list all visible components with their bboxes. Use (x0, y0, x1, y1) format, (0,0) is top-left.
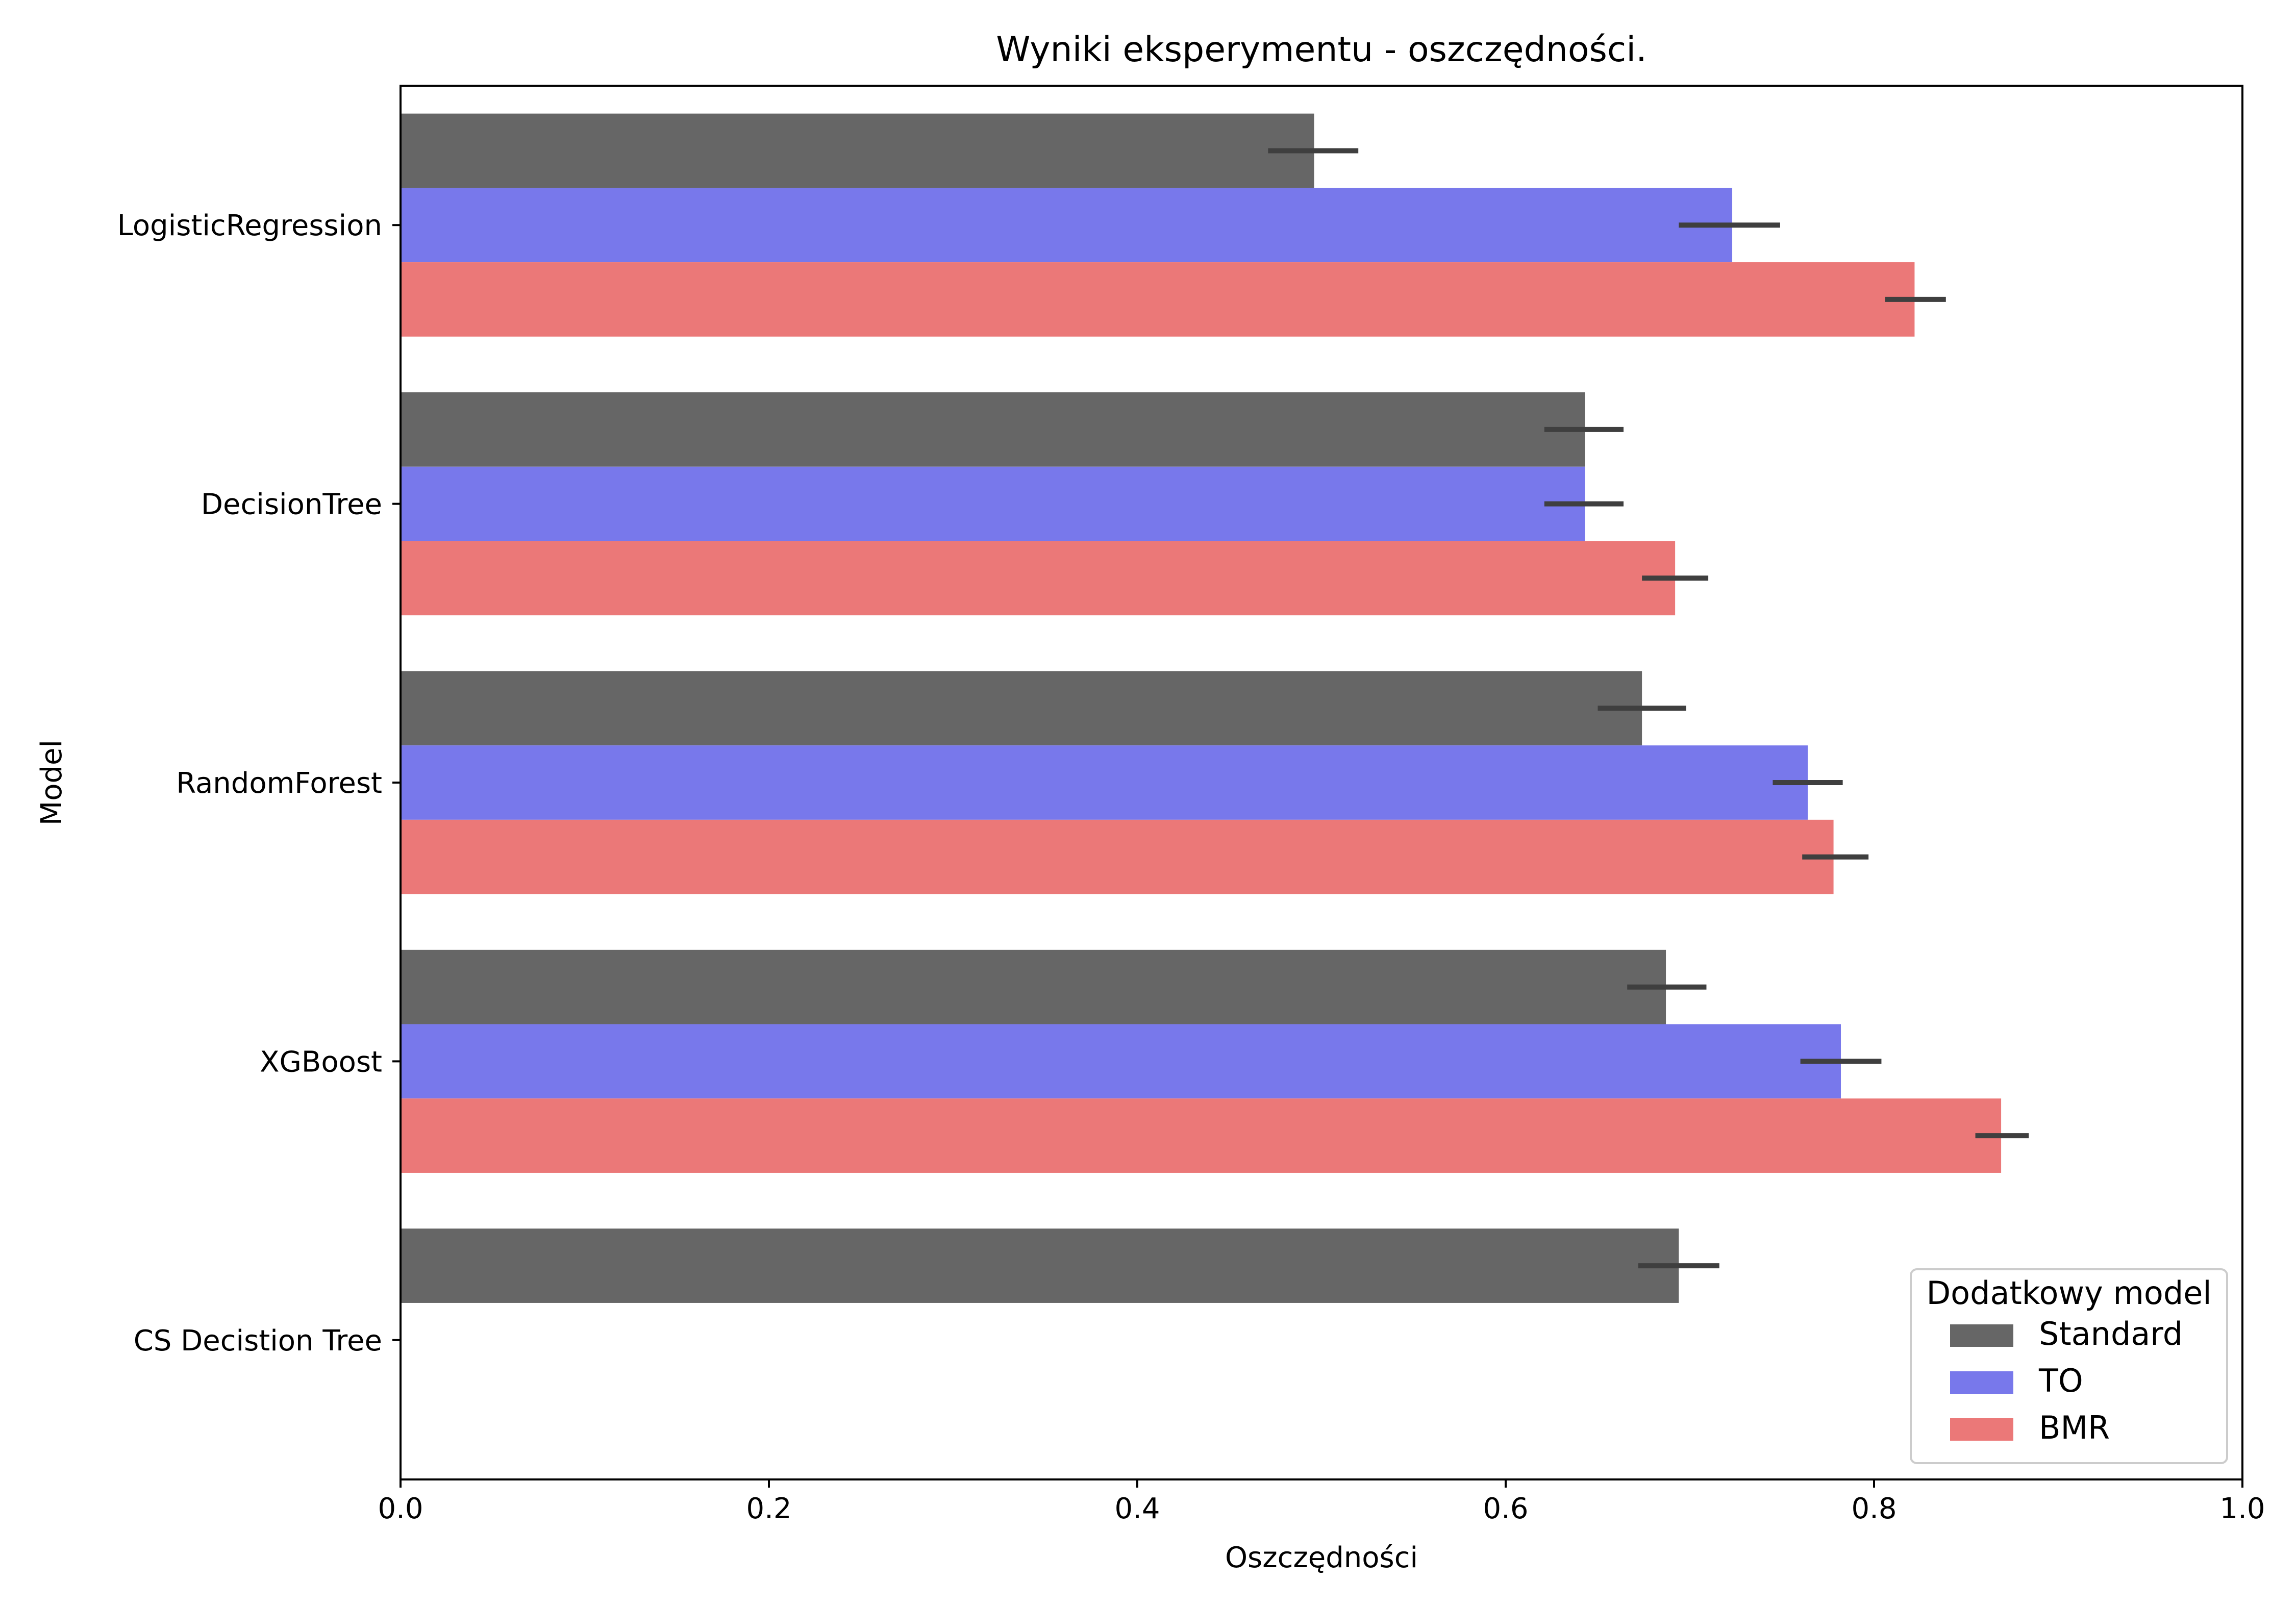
bar-standard-4 (401, 1228, 1679, 1303)
x-tick-label: 0.2 (746, 1492, 791, 1525)
x-tick-label: 0.0 (378, 1492, 423, 1525)
bar-to-1 (401, 466, 1585, 541)
error-bars-layer (1268, 148, 2029, 1269)
y-tick-label: DecisionTree (201, 488, 382, 521)
y-tick-label: XGBoost (260, 1045, 382, 1078)
x-tick-label: 1.0 (2219, 1492, 2265, 1525)
legend-swatch-to (1950, 1371, 2013, 1394)
x-tick-label: 0.6 (1483, 1492, 1528, 1525)
y-tick-label: CS Decistion Tree (134, 1324, 382, 1358)
legend-swatch-bmr (1950, 1418, 2013, 1441)
chart-title: Wyniki eksperymentu - oszczędności. (996, 30, 1647, 70)
bar-standard-3 (401, 949, 1666, 1024)
bar-standard-0 (401, 113, 1314, 188)
bar-bmr-3 (401, 1098, 2002, 1173)
bar-standard-1 (401, 392, 1585, 467)
legend-label-bmr: BMR (2039, 1409, 2110, 1446)
legend-swatch-standard (1950, 1324, 2013, 1347)
x-tick-label: 0.4 (1114, 1492, 1160, 1525)
legend-box (1910, 1268, 2228, 1464)
x-tick-label: 0.8 (1851, 1492, 1896, 1525)
x-axis-title: Oszczędności (1225, 1541, 1418, 1574)
legend-items: Standard TO BMR (1950, 1315, 2183, 1446)
y-axis: LogisticRegression DecisionTree RandomFore… (117, 209, 401, 1358)
bar-bmr-1 (401, 541, 1676, 616)
bar-bmr-0 (401, 262, 1915, 337)
y-tick-label: LogisticRegression (117, 209, 382, 242)
bar-to-3 (401, 1024, 1841, 1099)
legend: Dodatkowy model Standard TO BMR (1910, 1268, 2228, 1464)
bar-to-0 (401, 188, 1733, 263)
bar-bmr-2 (401, 819, 1834, 894)
x-axis: 0.0 0.2 0.4 0.6 0.8 1.0 (378, 1479, 2265, 1525)
legend-title: Dodatkowy model (1926, 1274, 2211, 1312)
bar-standard-2 (401, 671, 1642, 746)
legend-label-to: TO (2038, 1362, 2083, 1399)
y-axis-title: Model (35, 740, 68, 825)
legend-label-standard: Standard (2039, 1315, 2183, 1352)
y-tick-label: RandomForest (176, 767, 382, 800)
bars-layer (401, 113, 2002, 1303)
bar-to-2 (401, 745, 1808, 820)
